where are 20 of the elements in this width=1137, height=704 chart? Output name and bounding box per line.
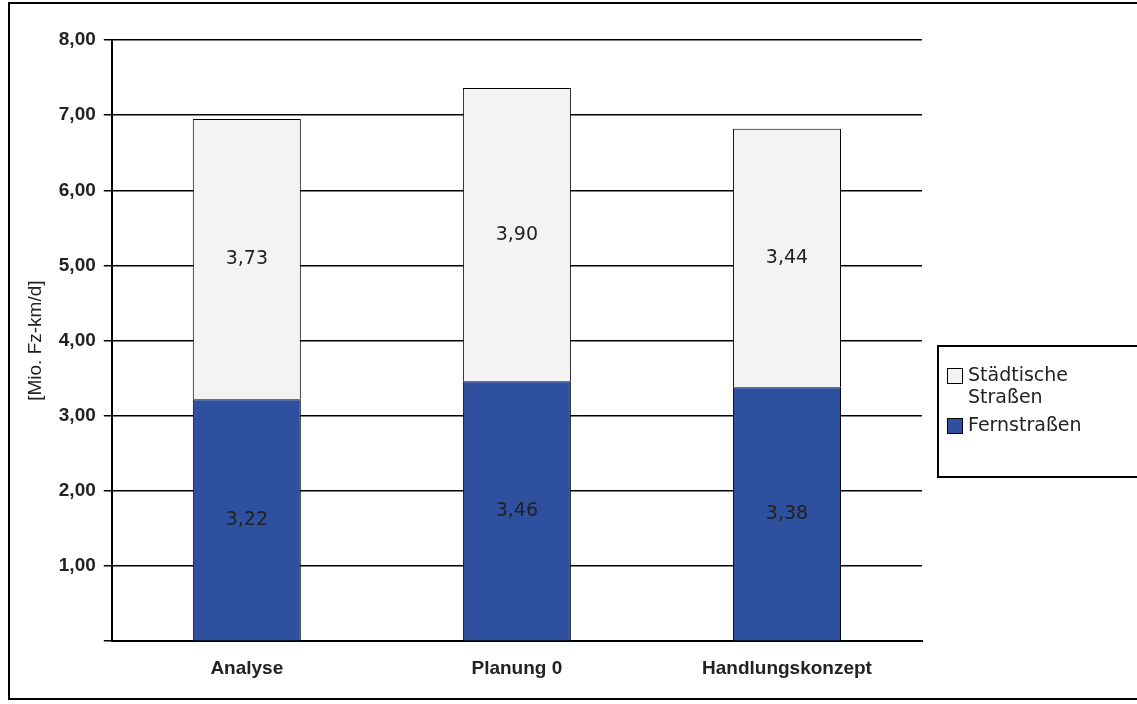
data-label: 3,90 bbox=[495, 221, 539, 244]
y-tick-label: 8,00 bbox=[58, 28, 96, 50]
y-axis-title: [Mio. Fz-km/d] bbox=[23, 280, 45, 401]
y-tick-label: 3,00 bbox=[58, 403, 96, 425]
y-tick-label: 4,00 bbox=[58, 328, 96, 350]
x-tick-label: Analyse bbox=[210, 656, 284, 678]
data-label: 3,22 bbox=[225, 506, 268, 529]
text: Städtische Straßen bbox=[968, 363, 1070, 407]
y-tick-label: 5,00 bbox=[58, 253, 96, 275]
legend-label: Fernstraßen bbox=[968, 413, 1083, 435]
data-label: 3,73 bbox=[225, 246, 268, 268]
y-tick-label: 1,00 bbox=[58, 554, 96, 576]
data-label: 3,46 bbox=[495, 497, 539, 520]
y-tick-label: 6,00 bbox=[58, 178, 96, 200]
data-label: 3,44 bbox=[765, 244, 809, 267]
x-tick-label: Handlungskonzept bbox=[701, 656, 873, 678]
y-tick-label: 2,00 bbox=[58, 479, 96, 501]
y-tick-label: 7,00 bbox=[58, 103, 96, 125]
x-tick-label: Planung 0 bbox=[471, 656, 563, 678]
data-label: 3,38 bbox=[765, 500, 809, 523]
